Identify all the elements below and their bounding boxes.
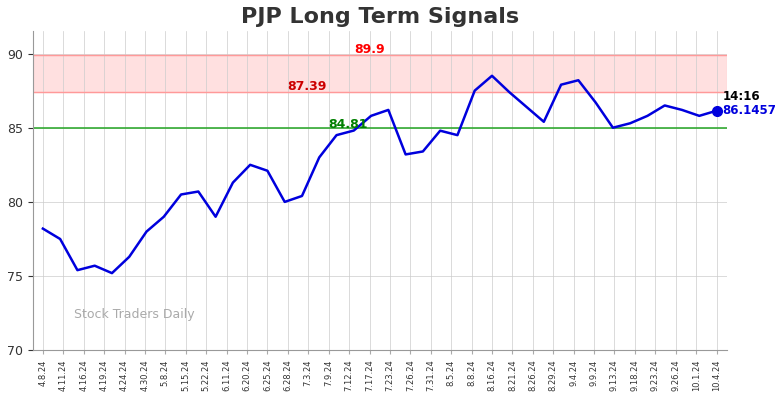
Text: 89.9: 89.9 <box>354 43 384 56</box>
Text: 14:16: 14:16 <box>723 90 760 103</box>
Bar <box>33 55 727 92</box>
Title: PJP Long Term Signals: PJP Long Term Signals <box>241 7 519 27</box>
Text: 86.1457: 86.1457 <box>723 104 776 117</box>
Text: Stock Traders Daily: Stock Traders Daily <box>74 308 195 321</box>
Text: 87.39: 87.39 <box>287 80 326 94</box>
Text: 84.81: 84.81 <box>328 117 368 131</box>
